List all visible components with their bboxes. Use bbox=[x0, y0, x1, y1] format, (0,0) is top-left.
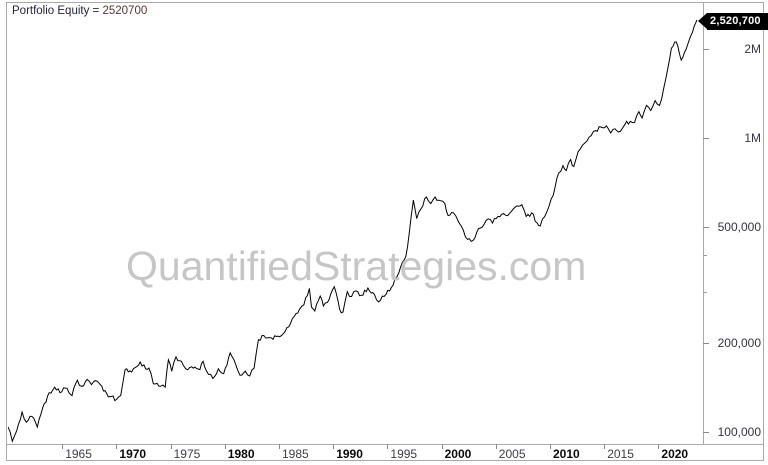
x-axis-label: 2010 bbox=[553, 447, 580, 461]
chart-title-value: 2520700 bbox=[102, 5, 148, 17]
x-axis-label: 1975 bbox=[173, 447, 201, 461]
x-axis-tick bbox=[224, 444, 226, 449]
x-axis-tick bbox=[550, 444, 551, 449]
chart-title-label: Portfolio Equity = bbox=[12, 5, 100, 17]
x-axis-label: 1985 bbox=[282, 447, 309, 461]
y-axis-tick bbox=[703, 343, 709, 345]
x-axis-tick bbox=[387, 444, 389, 449]
x-axis-separator bbox=[7, 444, 764, 445]
x-axis-label: 1995 bbox=[390, 447, 418, 461]
y-axis-tick bbox=[703, 432, 709, 433]
y-axis-label: 100,000 bbox=[717, 425, 761, 439]
y-axis-separator bbox=[703, 3, 704, 445]
x-axis-tick bbox=[441, 444, 443, 449]
y-axis-label: 200,000 bbox=[717, 336, 761, 351]
x-axis-label: 2000 bbox=[444, 447, 472, 461]
badge-arrow-icon bbox=[698, 13, 707, 29]
x-axis-label: 1990 bbox=[336, 447, 363, 461]
x-axis-tick bbox=[495, 444, 497, 449]
x-axis-tick bbox=[62, 444, 64, 449]
x-axis-tick bbox=[279, 444, 280, 449]
x-axis-label: 1970 bbox=[119, 447, 147, 461]
y-axis-label: 500,000 bbox=[717, 219, 761, 234]
chart-frame bbox=[6, 2, 764, 461]
y-axis-tick bbox=[703, 226, 709, 228]
x-axis-label: 1965 bbox=[65, 447, 92, 461]
x-axis-label: 2020 bbox=[661, 447, 689, 461]
x-axis-tick bbox=[116, 444, 118, 449]
x-axis-tick bbox=[170, 444, 172, 449]
chart-title: Portfolio Equity = 2520700 bbox=[12, 5, 147, 17]
x-axis-label: 2015 bbox=[607, 447, 634, 461]
x-axis-label: 1980 bbox=[227, 447, 255, 461]
x-axis-tick bbox=[658, 444, 660, 449]
equity-curve-line bbox=[8, 19, 698, 443]
y-axis-minor-tick bbox=[703, 254, 707, 256]
y-axis-tick bbox=[703, 49, 709, 51]
x-axis-label: 2005 bbox=[498, 447, 526, 461]
y-axis-minor-tick bbox=[703, 291, 707, 293]
y-axis-tick bbox=[703, 138, 709, 139]
x-axis-tick bbox=[333, 444, 335, 449]
last-value-badge: 2,520,700 bbox=[707, 13, 768, 30]
x-axis-tick bbox=[604, 444, 606, 449]
watermark: QuantifiedStrategies.com bbox=[126, 243, 587, 289]
y-axis-label: 1M bbox=[744, 131, 761, 145]
y-axis-label: 2M bbox=[744, 42, 761, 57]
